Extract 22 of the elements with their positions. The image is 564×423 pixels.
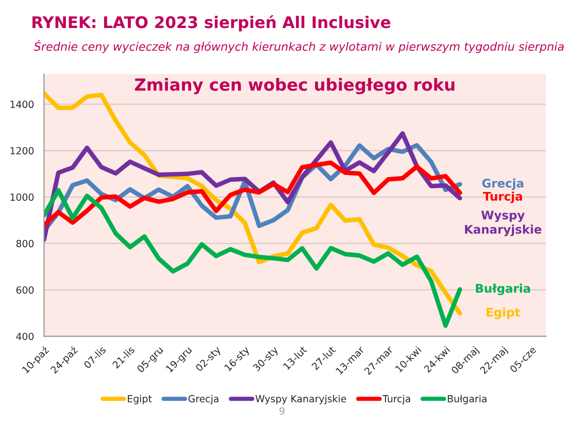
y-tick-label: 800 [16,240,34,248]
y-tick-label: 1000 [10,194,34,201]
legend-label: Egipt [128,394,152,404]
y-tick-label: 1200 [10,147,34,154]
y-tick-label: 600 [16,286,34,294]
text: Wyspy Kanaryjskie [465,210,542,236]
line-series [44,160,462,228]
text: Bułgaria [476,284,530,296]
y-tick-label: 400 [16,332,34,340]
text: Średnie ceny wycieczek na głównych kierunkach z wylotami w pierwszym tygodniu sierpnia [34,40,564,54]
legend-label: Turcja [382,394,410,404]
text: Grecja [482,178,524,190]
text: RYNEK: LATO 2023 sierpień All Inclusive [32,15,390,32]
legend-label: Grecja [188,394,218,404]
line-series [44,188,462,328]
text: Turcja [482,192,522,204]
text: 9 [280,407,284,415]
y-tick-label: 1400 [10,100,34,108]
legend-label: Wyspy Kanaryjskie [256,394,346,404]
chart-title: Zmiany cen wobec ubiegłego roku [134,78,454,94]
legend-label: Bułgaria [448,394,486,404]
text: Egipt [486,308,520,320]
